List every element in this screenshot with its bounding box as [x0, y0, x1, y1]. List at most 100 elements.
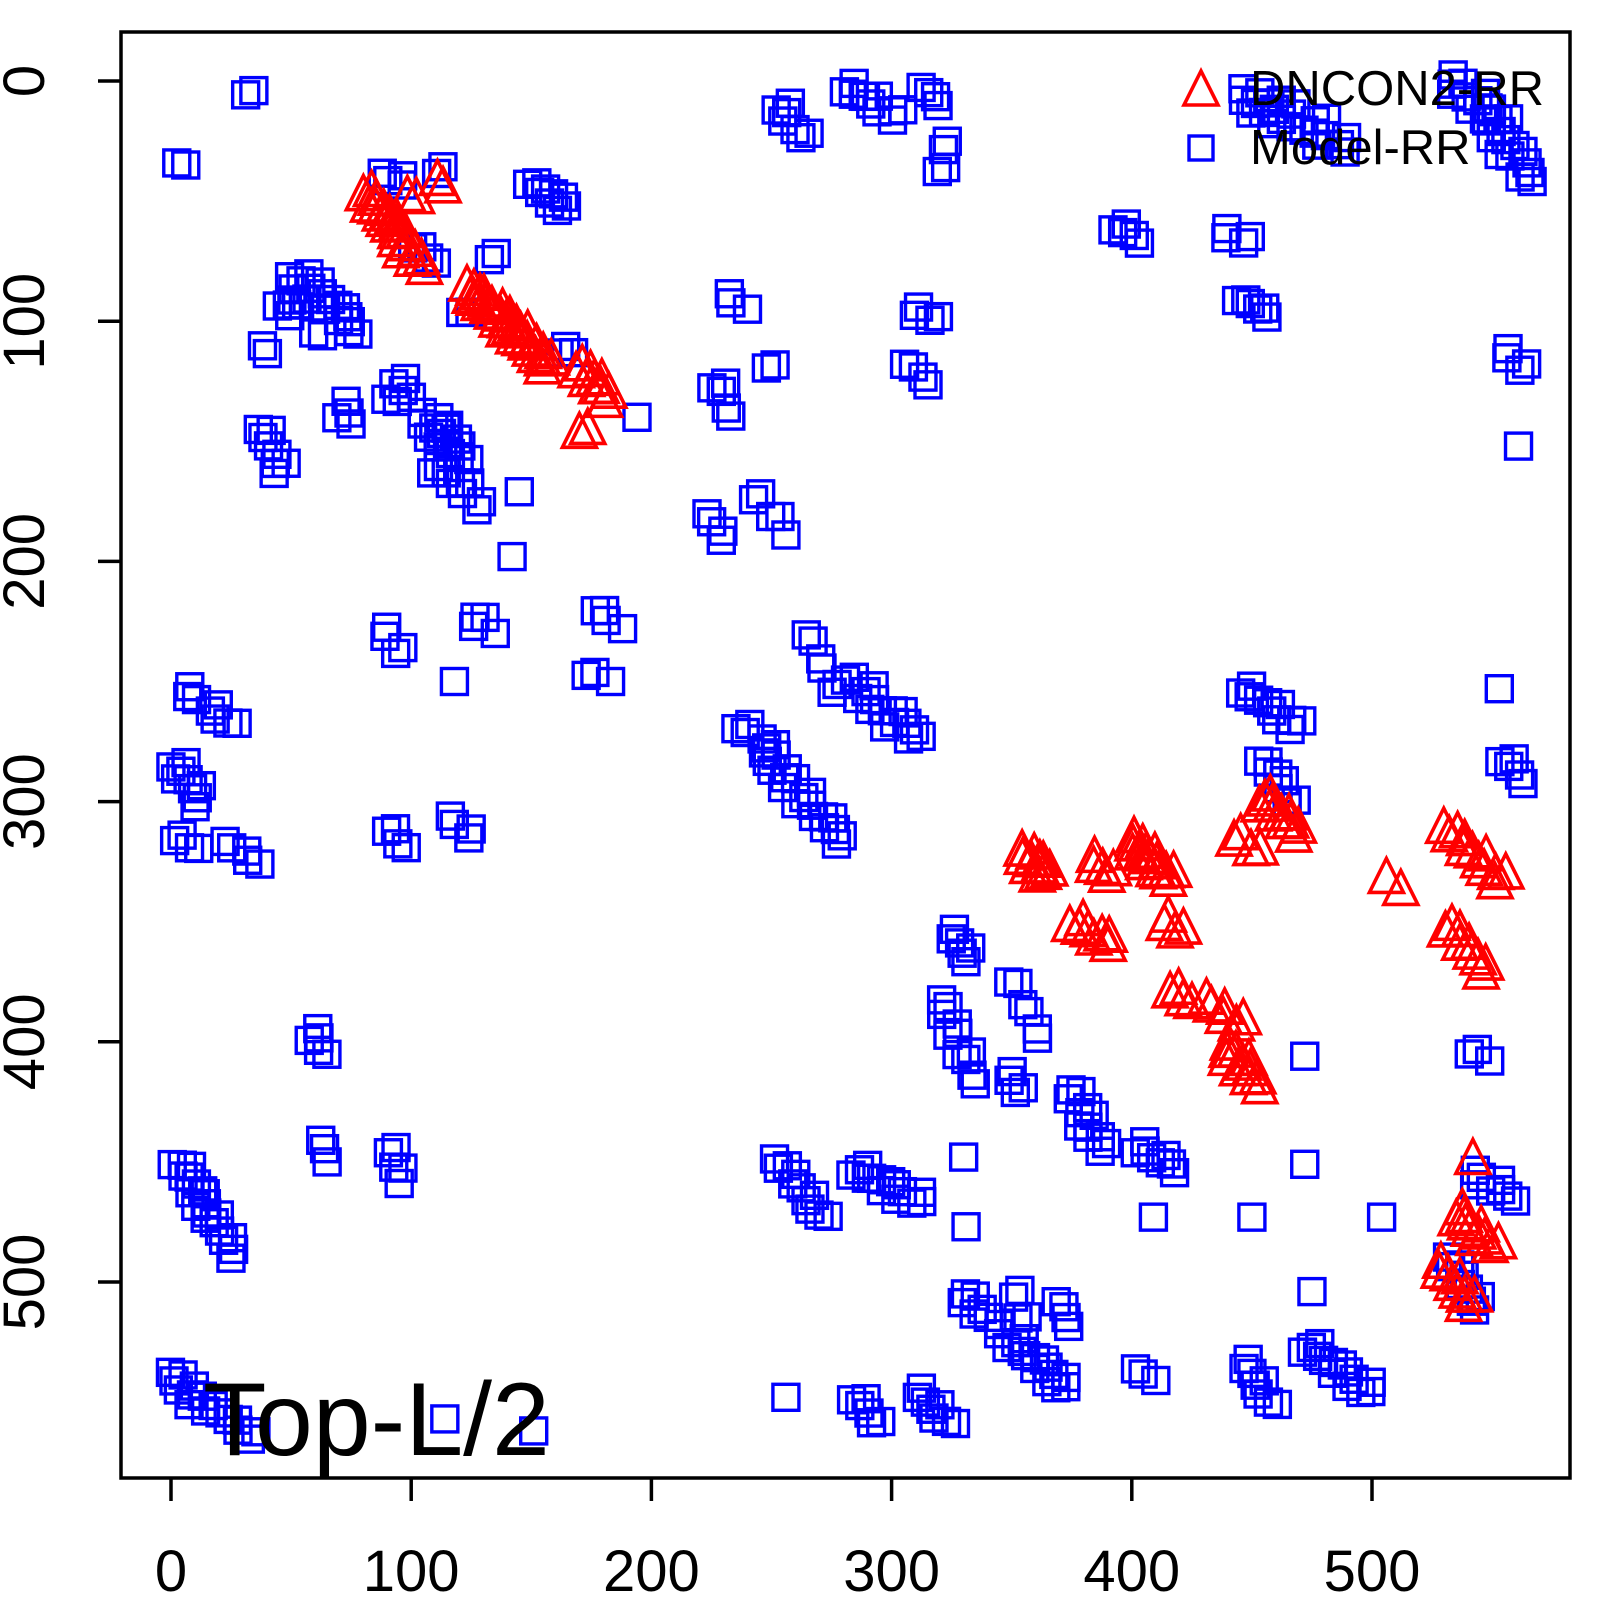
dncon2-rr-marker	[1443, 1282, 1484, 1323]
model-rr-marker	[1346, 1377, 1376, 1408]
model-rr-marker	[1064, 1111, 1094, 1141]
model-rr-marker	[696, 507, 727, 537]
model-rr-marker	[1257, 696, 1287, 726]
y-tick-label: 500	[0, 1234, 57, 1331]
model-rr-marker	[384, 1168, 414, 1199]
dncon2-rr-marker	[417, 156, 458, 197]
model-rr-marker	[216, 1243, 246, 1273]
model-rr-marker	[1493, 1181, 1523, 1211]
model-rr-marker	[899, 300, 930, 331]
model-rr-marker	[1041, 1373, 1071, 1403]
plot-border	[119, 30, 1572, 1480]
dncon2-rr-marker	[1380, 866, 1421, 907]
model-rr-marker	[1515, 157, 1545, 188]
model-rr-marker	[1485, 1165, 1516, 1196]
dncon2-rr-marker	[392, 237, 433, 277]
dncon2-rr-points-layer	[343, 156, 1526, 1323]
model-rr-marker	[794, 118, 824, 148]
model-rr-marker	[1484, 674, 1515, 704]
model-rr-marker	[930, 152, 961, 183]
model-rr-marker	[1051, 1302, 1081, 1333]
model-rr-marker	[262, 439, 292, 469]
model-rr-marker	[298, 318, 329, 348]
model-rr-marker	[218, 1234, 249, 1265]
model-rr-marker	[1156, 1149, 1187, 1179]
annotation-top-l2: Top-L/2	[203, 1362, 550, 1478]
dncon2-rr-marker	[1002, 827, 1043, 867]
model-rr-marker	[923, 90, 953, 121]
dncon2-rr-marker	[387, 172, 428, 213]
model-rr-marker	[948, 1142, 979, 1172]
model-rr-marker	[1085, 1122, 1116, 1152]
model-rr-marker	[944, 928, 975, 958]
model-rr-marker	[1511, 349, 1542, 379]
model-rr-marker	[428, 152, 458, 182]
model-rr-marker	[1003, 968, 1033, 999]
dncon2-rr-marker	[1223, 995, 1264, 1036]
model-rr-marker	[174, 1389, 204, 1420]
model-rr-marker	[1517, 166, 1547, 197]
model-rr-marker	[906, 721, 936, 752]
model-rr-marker	[1138, 1202, 1169, 1232]
dncon2-rr-marker	[1461, 949, 1501, 990]
model-rr-marker	[519, 1416, 549, 1446]
model-rr-marker	[1243, 1379, 1273, 1409]
x-tick-label: 300	[843, 1539, 940, 1600]
model-rr-marker	[243, 414, 274, 445]
dncon2-rr-marker	[1172, 979, 1212, 1020]
model-rr-marker	[213, 1404, 243, 1435]
model-rr-marker	[1257, 108, 1287, 139]
model-rr-marker	[950, 1279, 981, 1309]
model-rr-marker	[1503, 431, 1534, 461]
dncon2-rr-marker	[1250, 771, 1291, 812]
model-rr-marker	[795, 1194, 825, 1224]
model-rr-marker	[1159, 1157, 1190, 1188]
model-rr-marker	[1275, 714, 1305, 745]
model-rr-marker	[908, 362, 938, 392]
dncon2-rr-marker	[384, 208, 425, 249]
model-rr-marker	[926, 985, 957, 1015]
model-rr-marker	[230, 80, 261, 110]
model-rr-marker	[765, 501, 795, 532]
model-rr-marker	[1124, 228, 1155, 258]
dncon2-rr-marker	[1088, 922, 1129, 963]
model-rr-marker	[1476, 94, 1507, 124]
model-rr-marker	[1512, 148, 1542, 178]
model-rr-marker	[957, 1060, 987, 1090]
model-rr-marker	[591, 605, 621, 636]
legend-square-icon	[1187, 134, 1215, 162]
legend-triangle-icon	[1181, 66, 1221, 107]
model-rr-marker	[1252, 302, 1282, 332]
model-rr-marker	[181, 1169, 212, 1199]
model-rr-marker	[716, 401, 746, 431]
model-rr-marker	[580, 657, 610, 688]
dncon2-rr-marker	[1239, 1064, 1280, 1105]
legend: DNCON2-RR Model-RR	[1181, 62, 1544, 175]
model-rr-marker	[913, 370, 943, 400]
model-rr-marker	[274, 262, 305, 292]
dncon2-rr-marker	[1144, 901, 1185, 942]
dncon2-rr-marker	[1163, 905, 1204, 945]
model-rr-marker	[931, 1406, 962, 1437]
model-rr-marker	[481, 238, 511, 269]
dncon2-rr-marker	[531, 335, 572, 376]
dncon2-rr-marker	[581, 364, 621, 405]
dncon2-rr-marker	[472, 282, 512, 323]
dncon2-rr-marker	[1452, 1135, 1493, 1176]
model-rr-marker	[1287, 1337, 1318, 1367]
axis-ticks: 0 100 200 300 400 500 0 100 200 300 400 500	[0, 65, 1420, 1600]
model-rr-marker	[390, 363, 421, 394]
y-tick-label: 0	[0, 65, 57, 97]
model-rr-marker	[222, 708, 252, 739]
dncon2-rr-marker	[404, 245, 445, 286]
model-rr-marker	[771, 1382, 801, 1412]
model-rr-marker	[1228, 228, 1259, 258]
dncon2-rr-marker	[567, 405, 608, 446]
dncon2-rr-marker	[1208, 1020, 1249, 1061]
model-rr-marker	[1302, 130, 1332, 160]
model-rr-marker	[417, 458, 447, 488]
model-rr-marker	[956, 1037, 987, 1067]
dncon2-rr-marker	[1186, 975, 1227, 1015]
